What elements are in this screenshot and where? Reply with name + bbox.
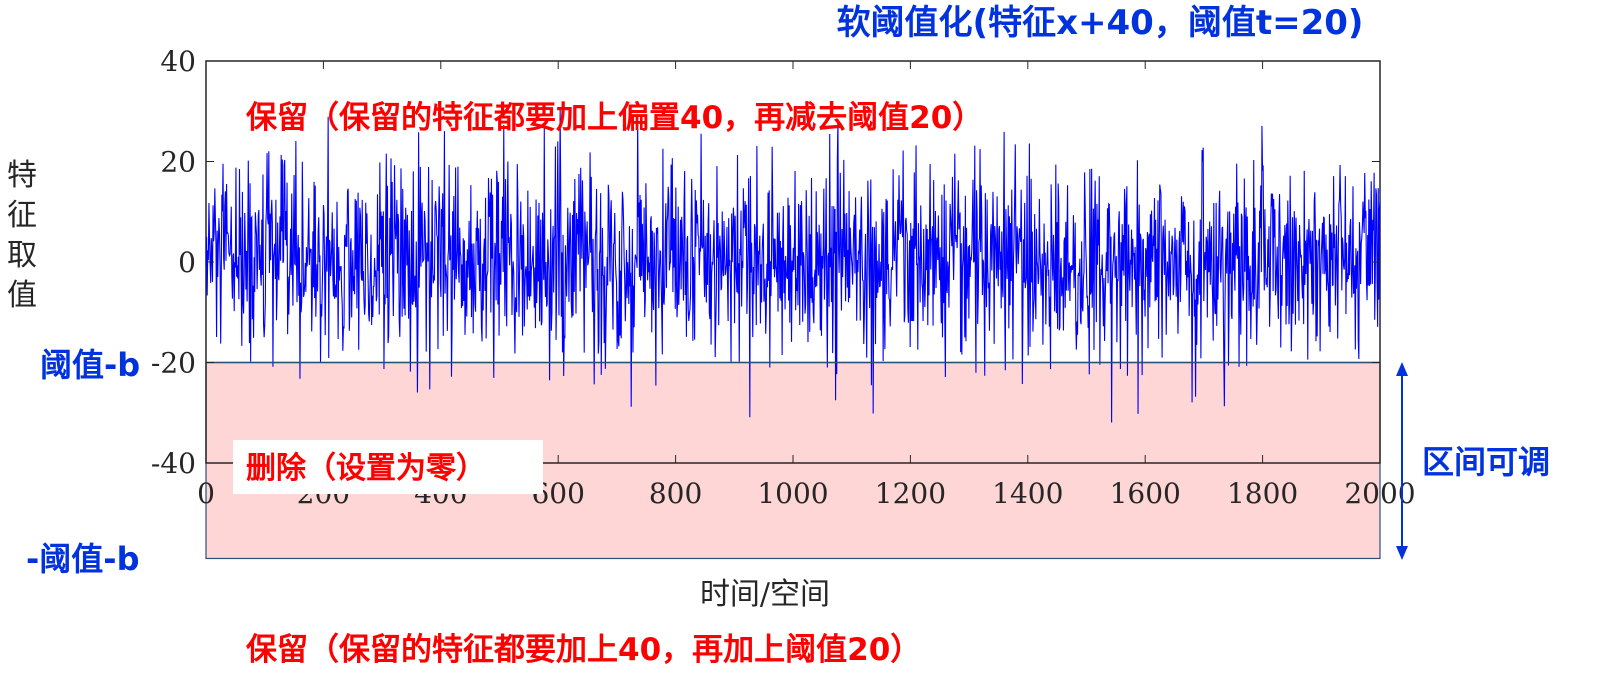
x-tick-label: 1400 [992, 477, 1063, 510]
x-tick-label: 0 [197, 477, 215, 510]
annotation-delete: 删除（设置为零） [246, 451, 486, 486]
x-tick-label: 1000 [757, 477, 828, 510]
annotation-bottom-keep: 保留（保留的特征都要加上40，再加上阈值20） [246, 632, 921, 668]
y-axis-label-char: 特 [7, 158, 37, 193]
y-tick-label: 40 [160, 45, 196, 78]
annotation-top-keep: 保留（保留的特征都要加上偏置40，再减去阈值20） [246, 100, 983, 136]
threshold-upper-label: 阈值-b [40, 346, 140, 384]
chart-title: 软阈值化(特征x+40，阈值t=20) [837, 3, 1364, 43]
threshold-lower-label: -阈值-b [26, 540, 139, 578]
signal-series-line [205, 109, 1381, 423]
x-tick-label: 1600 [1110, 477, 1181, 510]
x-tick-label: 2000 [1344, 477, 1415, 510]
y-tick-label: 20 [160, 146, 196, 179]
annotation-delete-box [233, 440, 543, 494]
x-tick-label: 1800 [1227, 477, 1298, 510]
y-tick-label: -40 [151, 447, 196, 480]
x-tick-label: 800 [649, 477, 702, 510]
y-axis-label-char: 值 [7, 278, 37, 313]
y-tick-label: 0 [178, 246, 196, 279]
adjustable-range-label: 区间可调 [1422, 443, 1550, 481]
x-tick-label: 1200 [875, 477, 946, 510]
y-axis-label-char: 取 [7, 238, 37, 273]
y-tick-label: -20 [151, 347, 196, 380]
x-axis-label: 时间/空间 [700, 577, 830, 612]
adjustable-range-arrow [1396, 362, 1408, 560]
y-axis-label-char: 征 [7, 198, 37, 233]
